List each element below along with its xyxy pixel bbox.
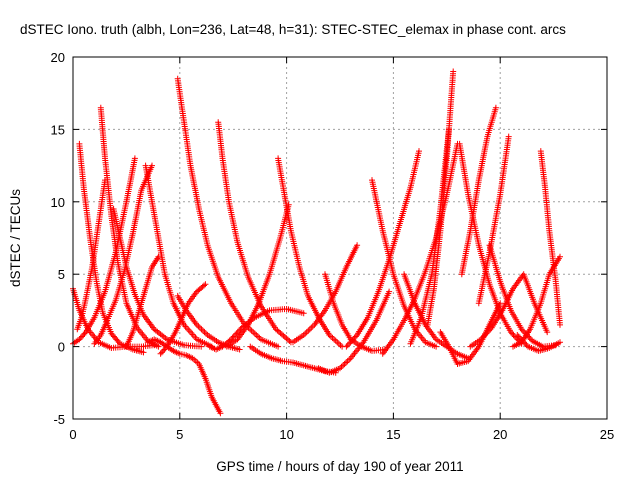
x-tick-label: 25 [600,427,614,442]
series-markers [123,253,162,350]
series-markers [467,271,551,350]
series-arc [369,177,440,350]
series-arc [437,300,504,367]
series-arc [343,148,422,350]
series-markers [315,288,393,376]
series-markers [157,281,209,357]
grid [73,57,607,419]
series-markers [437,300,504,367]
series-arc [486,242,559,350]
series-arc [537,148,563,328]
series-arc [215,119,294,346]
series-markers [74,177,108,333]
series-arc [458,104,499,278]
series-arc [514,332,563,354]
series-markers [343,148,422,350]
series-markers [514,332,563,354]
series-markers [275,155,346,350]
x-tick-label: 5 [176,427,183,442]
chart-title: dSTEC Iono. truth (albh, Lon=236, Lat=48… [20,22,566,37]
series-markers [486,242,559,350]
series-markers [223,201,292,350]
y-tick-label: 15 [51,122,65,137]
x-tick-label: 10 [279,427,293,442]
y-tick-label: -5 [53,412,65,427]
x-axis-label: GPS time / hours of day 190 of year 2011 [216,459,463,474]
series-markers [174,75,282,350]
y-tick-label: 10 [51,195,65,210]
series-arc [97,104,162,350]
series-arc [123,253,162,350]
x-tick-label: 0 [69,427,76,442]
series-arc [424,68,457,328]
x-tick-label: 20 [493,427,507,442]
series-markers [76,140,147,356]
series-markers [369,177,440,350]
series-arc [74,177,108,333]
y-axis-label: dSTEC / TECUs [8,189,23,287]
series-markers [97,104,162,350]
series-markers [458,104,499,278]
series-markers [475,133,512,307]
axis-ticks: 0 5 10 15 20 25 -5 0 5 10 15 20 [51,50,615,442]
series-arc [467,271,551,350]
series-markers [537,148,563,328]
y-tick-label: 5 [58,267,65,282]
y-tick-label: 0 [58,340,65,355]
series-arc [275,155,346,350]
series-arc [315,288,393,376]
x-tick-label: 15 [386,427,400,442]
series-markers [215,119,294,346]
series-arc [290,242,361,346]
series-markers [206,306,307,353]
series-markers [424,68,457,328]
series-arc [157,281,209,357]
series-arc [76,140,147,356]
series-arc [223,201,292,350]
series-arc [174,75,282,350]
series-arc [206,306,307,353]
data-series [70,68,563,417]
series-arc [475,133,512,307]
y-tick-label: 20 [51,50,65,65]
plot-frame [72,56,608,420]
series-markers [290,242,361,346]
